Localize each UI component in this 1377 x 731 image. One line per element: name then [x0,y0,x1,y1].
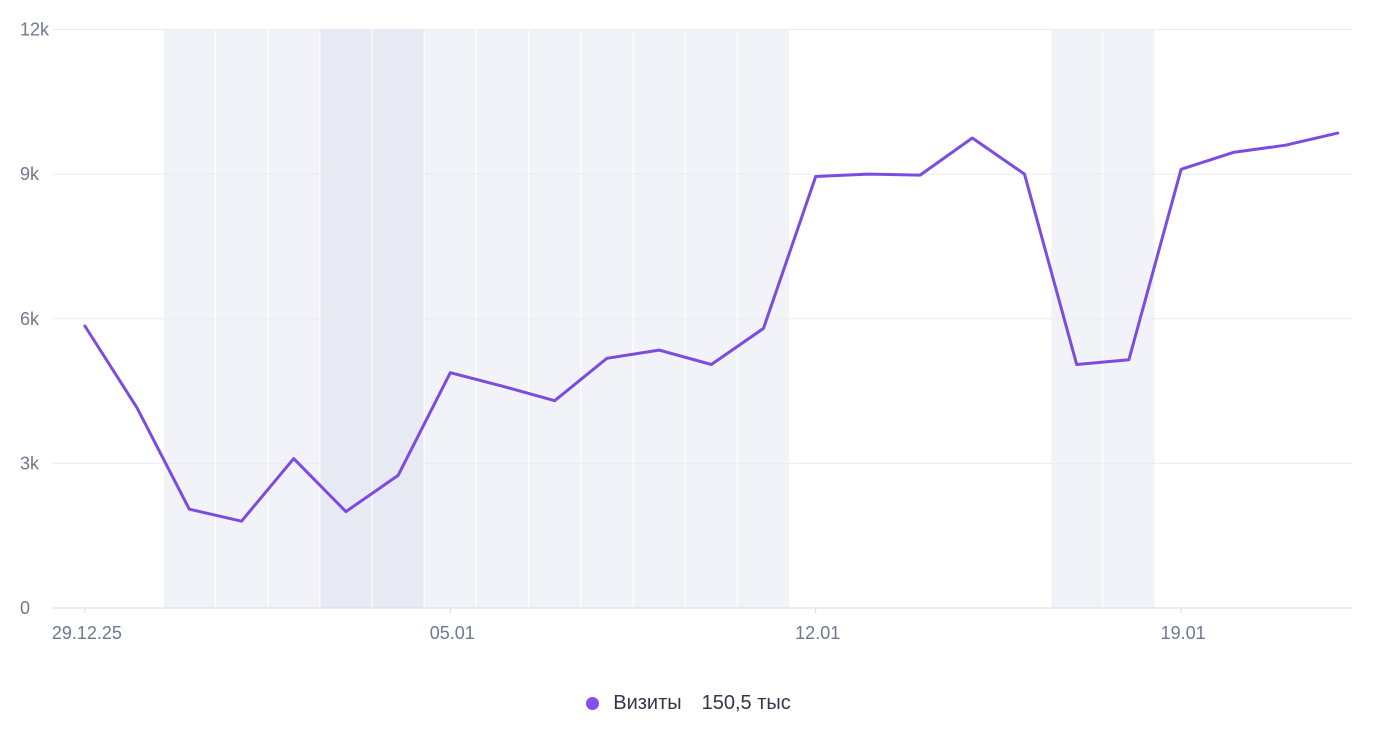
legend-series-name: Визиты [613,692,682,714]
x-axis-label: 29.12.25 [52,623,122,643]
visits-line-chart-canvas: 0 3k 6k 9k 12k 29.12.25 05.01 12.01 19.01 [20,20,1352,643]
x-axis-label: 12.01 [795,623,840,643]
x-axis-label: 05.01 [430,623,475,643]
y-axis-label: 6k [20,309,40,329]
y-axis-label: 3k [20,453,40,473]
chart-legend: Визиты 150,5 тыс [0,692,1377,715]
y-axis-label: 9k [20,164,40,184]
legend-dot-icon [586,697,600,710]
legend-item-visits[interactable]: Визиты 150,5 тыс [586,692,791,715]
legend-series-total: 150,5 тыс [701,692,791,714]
y-axis-label: 0 [20,598,30,618]
visits-series-line[interactable] [83,131,1340,523]
y-axis-label: 12k [20,20,50,40]
x-axis-label: 19.01 [1161,623,1206,643]
